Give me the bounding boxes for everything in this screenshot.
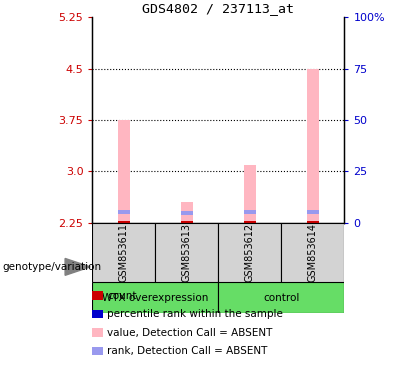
Text: count: count [107, 291, 136, 301]
Text: GSM853612: GSM853612 [245, 223, 255, 282]
Bar [218, 282, 344, 313]
Text: WTX overexpression: WTX overexpression [102, 293, 209, 303]
Bar [244, 210, 256, 214]
Text: genotype/variation: genotype/variation [2, 262, 101, 272]
Bar [307, 221, 319, 223]
Bar [307, 210, 319, 214]
Bar [155, 223, 218, 282]
Bar [118, 120, 130, 223]
Bar [218, 223, 281, 282]
Bar [307, 69, 319, 223]
Bar [244, 164, 256, 223]
Title: GDS4802 / 237113_at: GDS4802 / 237113_at [142, 2, 294, 15]
Text: GSM853613: GSM853613 [182, 223, 192, 282]
Bar [181, 202, 193, 223]
Text: rank, Detection Call = ABSENT: rank, Detection Call = ABSENT [107, 346, 268, 356]
Polygon shape [65, 258, 90, 275]
Bar [181, 211, 193, 215]
Bar [281, 223, 344, 282]
Text: GSM853614: GSM853614 [308, 223, 318, 282]
Text: control: control [263, 293, 299, 303]
Bar [92, 223, 155, 282]
Text: GSM853611: GSM853611 [119, 223, 129, 282]
Bar [244, 221, 256, 223]
Text: value, Detection Call = ABSENT: value, Detection Call = ABSENT [107, 328, 273, 338]
Bar [181, 221, 193, 223]
Bar [118, 210, 130, 214]
Bar [118, 221, 130, 223]
Bar [92, 282, 218, 313]
Text: percentile rank within the sample: percentile rank within the sample [107, 309, 283, 319]
